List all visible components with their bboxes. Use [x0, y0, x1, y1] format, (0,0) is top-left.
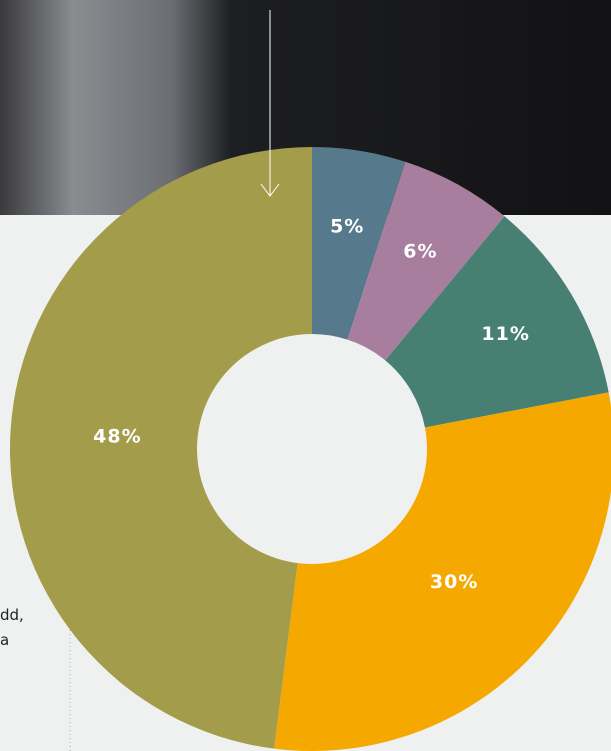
donut-slice [347, 161, 505, 361]
donut-slice [385, 216, 609, 428]
donut-slice [274, 392, 611, 751]
slice-label: 48% [93, 425, 141, 447]
text-fragment: dd, [0, 606, 24, 624]
donut-slice [9, 147, 312, 749]
slice-label: 30% [430, 571, 478, 593]
text-fragment: a [0, 631, 9, 649]
arrow [260, 10, 280, 197]
donut-slice [312, 147, 406, 340]
slice-label: 6% [403, 240, 437, 262]
donut-chart: 5% 6% 11% 30% 48% [9, 147, 611, 751]
slice-label: 11% [481, 323, 529, 345]
slice-label: 5% [330, 215, 364, 237]
